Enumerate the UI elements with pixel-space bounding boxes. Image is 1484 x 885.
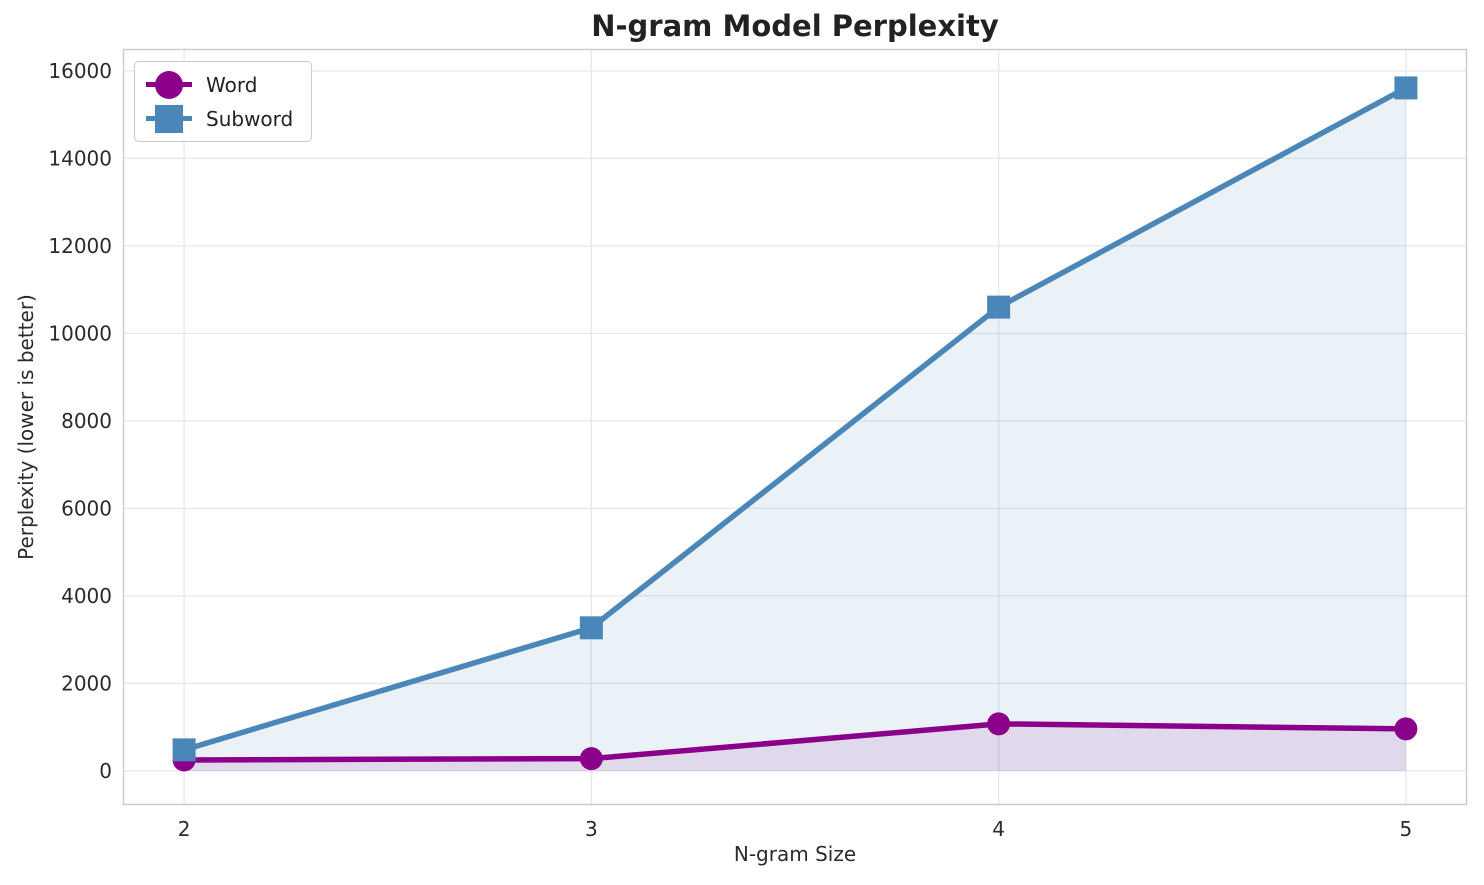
x-axis-label: N-gram Size — [733, 842, 857, 866]
data-point-subword — [987, 295, 1011, 319]
word-legend-circle — [155, 70, 183, 99]
x-tick-label: 5 — [1400, 817, 1413, 841]
data-point-subword — [1394, 76, 1418, 100]
y-tick-label: 16000 — [48, 59, 112, 83]
y-tick-label: 6000 — [61, 496, 112, 520]
legend-item-word: Word — [146, 69, 293, 100]
data-point-subword — [172, 738, 196, 762]
y-tick-label: 12000 — [48, 234, 112, 258]
plot-border — [122, 48, 1468, 806]
data-point-word — [1394, 717, 1418, 741]
chart-title: N-gram Model Perplexity — [591, 9, 999, 43]
subword-legend-square — [155, 104, 183, 133]
legend-item-subword: Subword — [146, 103, 293, 134]
y-axis-label: Perplexity (lower is better) — [14, 294, 38, 560]
x-tick-label: 3 — [585, 817, 598, 841]
data-point-subword — [579, 616, 603, 640]
y-tick-label: 0 — [99, 759, 112, 783]
y-tick-label: 2000 — [61, 671, 112, 695]
series-line-subword — [181, 85, 1409, 753]
legend: Word Subword — [134, 61, 313, 142]
y-tick-label: 14000 — [48, 146, 112, 170]
subword-line-square-marker-icon — [146, 104, 192, 134]
x-tick-label: 4 — [992, 817, 1005, 841]
area-fill-subword — [184, 87, 1406, 771]
y-tick-label: 8000 — [61, 409, 112, 433]
series-line-word — [181, 721, 1409, 763]
legend-label-word: Word — [206, 72, 258, 97]
legend-label-subword: Subword — [206, 106, 294, 131]
y-tick-label: 10000 — [48, 321, 112, 345]
word-line-circle-marker-icon — [146, 70, 192, 100]
data-point-word — [987, 712, 1011, 736]
data-point-word — [579, 747, 603, 771]
y-tick-label: 4000 — [61, 584, 112, 608]
x-tick-label: 2 — [178, 817, 191, 841]
